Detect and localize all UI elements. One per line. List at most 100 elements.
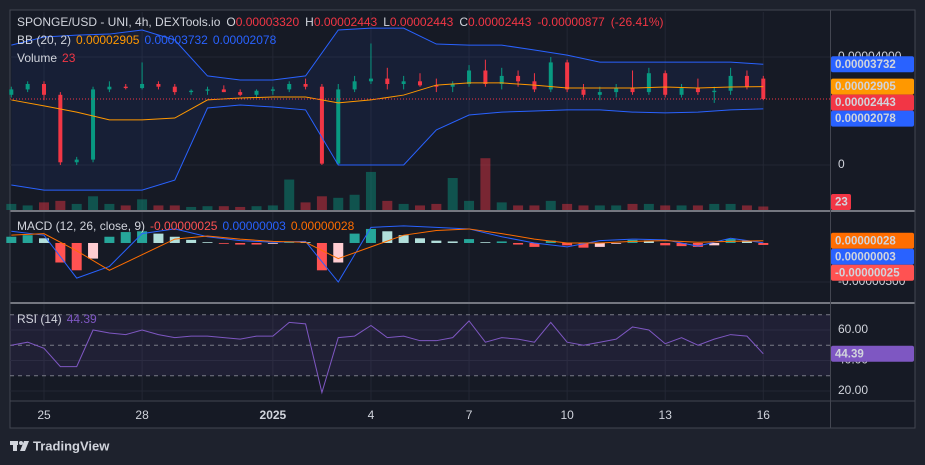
volume-bar bbox=[349, 194, 360, 210]
volume-bar bbox=[218, 206, 229, 210]
candle-body bbox=[303, 84, 308, 87]
volume-bar bbox=[202, 206, 213, 210]
volume-bar bbox=[513, 205, 524, 210]
candle-body bbox=[630, 88, 635, 93]
price-badge-label: 0.00000003 bbox=[835, 251, 896, 263]
legend: BB (20, 2) 0.00002905 0.00003732 0.00002078 bbox=[17, 33, 277, 47]
volume-bar bbox=[709, 203, 720, 210]
candle-body bbox=[107, 86, 112, 90]
x-tick-label: 2025 bbox=[260, 408, 287, 422]
macd-histogram-bar bbox=[39, 238, 50, 243]
macd-histogram-bar bbox=[6, 236, 17, 243]
macd-histogram-bar bbox=[643, 240, 654, 243]
volume-bar bbox=[643, 203, 654, 210]
price-badge-label: -0.00000025 bbox=[835, 267, 900, 279]
candle-body bbox=[646, 73, 651, 93]
volume-bar bbox=[153, 205, 164, 210]
volume-bar bbox=[758, 206, 769, 210]
volume-bar bbox=[284, 179, 295, 210]
macd-histogram-bar bbox=[22, 235, 33, 243]
candle-body bbox=[401, 81, 406, 85]
candle-body bbox=[336, 89, 341, 164]
macd-histogram-bar bbox=[186, 239, 197, 243]
macd-histogram-bar bbox=[382, 231, 393, 243]
candle-body bbox=[663, 73, 668, 95]
volume-bar bbox=[447, 178, 458, 210]
change-percent: (-26.41%) bbox=[611, 15, 664, 29]
candle-body bbox=[695, 88, 700, 93]
y-tick-label: 0 bbox=[838, 157, 845, 171]
macd-line bbox=[11, 225, 764, 283]
price-badge bbox=[831, 232, 914, 249]
candle-body bbox=[319, 86, 324, 164]
macd-histogram-bar bbox=[676, 242, 687, 247]
ohlc-key: C bbox=[459, 15, 468, 29]
volume-bar bbox=[692, 205, 703, 210]
macd-histogram-bar bbox=[447, 241, 458, 243]
candle-body bbox=[434, 85, 439, 87]
logo-shape bbox=[20, 441, 29, 451]
candle-body bbox=[42, 84, 47, 95]
rsi-line bbox=[11, 320, 764, 395]
ohlc-value: 0.00003320 bbox=[236, 15, 300, 29]
macd-hist-value: -0.00000025 bbox=[150, 219, 218, 233]
symbol-title: SPONGE/USD - UNI, 4h, DEXTools.io bbox=[17, 15, 221, 29]
volume-bar bbox=[169, 205, 180, 210]
volume-bar bbox=[578, 205, 589, 210]
macd-histogram-bar bbox=[741, 240, 752, 243]
candle-body bbox=[385, 78, 390, 85]
price-badge bbox=[831, 194, 851, 210]
volume-bar bbox=[88, 196, 99, 210]
candle-body bbox=[74, 159, 79, 163]
price-badge-label: 0.00002078 bbox=[835, 113, 896, 125]
band-lower-value: 0.00002078 bbox=[213, 33, 277, 47]
candle-body bbox=[744, 75, 749, 87]
macd-histogram-bar bbox=[529, 242, 540, 247]
volume-bar bbox=[415, 205, 425, 210]
y-tick-label: 60.00 bbox=[838, 322, 868, 336]
x-tick-label: 16 bbox=[757, 408, 771, 422]
candle-body bbox=[58, 94, 63, 163]
macd-histogram-bar bbox=[365, 228, 376, 243]
band-upper-line bbox=[11, 27, 764, 81]
candle-body bbox=[156, 84, 161, 87]
macd-name: MACD (12, 26, close, 9) bbox=[17, 219, 145, 233]
price-badge-label: 0.00002443 bbox=[835, 97, 896, 109]
macd-histogram-bar bbox=[267, 242, 278, 244]
x-tick-label: 10 bbox=[560, 408, 574, 422]
volume-bar bbox=[120, 205, 131, 210]
macd-histogram-bar bbox=[153, 233, 164, 243]
macd-histogram-bar bbox=[496, 241, 507, 243]
volume-bar bbox=[22, 205, 33, 210]
volume-bar bbox=[382, 200, 393, 210]
ohlc-key: L bbox=[383, 15, 390, 29]
candle-body bbox=[287, 84, 292, 90]
candle-body bbox=[467, 70, 472, 85]
rsi-name: RSI (14) bbox=[17, 312, 62, 326]
macd-histogram-bar bbox=[137, 231, 148, 243]
price-badge-label: 44.39 bbox=[835, 348, 864, 360]
candle-body bbox=[25, 84, 30, 90]
volume-bar bbox=[235, 206, 246, 210]
x-tick-label: 7 bbox=[466, 408, 473, 422]
volume-bar bbox=[316, 196, 327, 210]
macd-histogram-bar bbox=[55, 242, 66, 263]
price-badge bbox=[831, 345, 914, 362]
volume-bar bbox=[137, 199, 148, 210]
change-value: -0.00000877 bbox=[537, 15, 605, 29]
volume-bar bbox=[267, 205, 278, 210]
macd-histogram-bar bbox=[415, 238, 425, 243]
price-badge-label: 0.00003732 bbox=[835, 59, 896, 71]
candle-body bbox=[761, 78, 766, 100]
macd-histogram-bar bbox=[709, 242, 720, 246]
macd-histogram-bar bbox=[316, 242, 327, 271]
legend: SPONGE/USD - UNI, 4h, DEXTools.io O0.0000… bbox=[17, 15, 663, 29]
volume-bar bbox=[431, 203, 442, 210]
macd-histogram-bar bbox=[398, 235, 409, 243]
brand-logo: TradingView bbox=[10, 438, 110, 453]
volume-bar bbox=[398, 203, 409, 210]
x-tick-label: 4 bbox=[368, 408, 375, 422]
macd-histogram-bar bbox=[578, 242, 589, 248]
legend: MACD (12, 26, close, 9) -0.00000025 0.0000… bbox=[17, 219, 355, 233]
